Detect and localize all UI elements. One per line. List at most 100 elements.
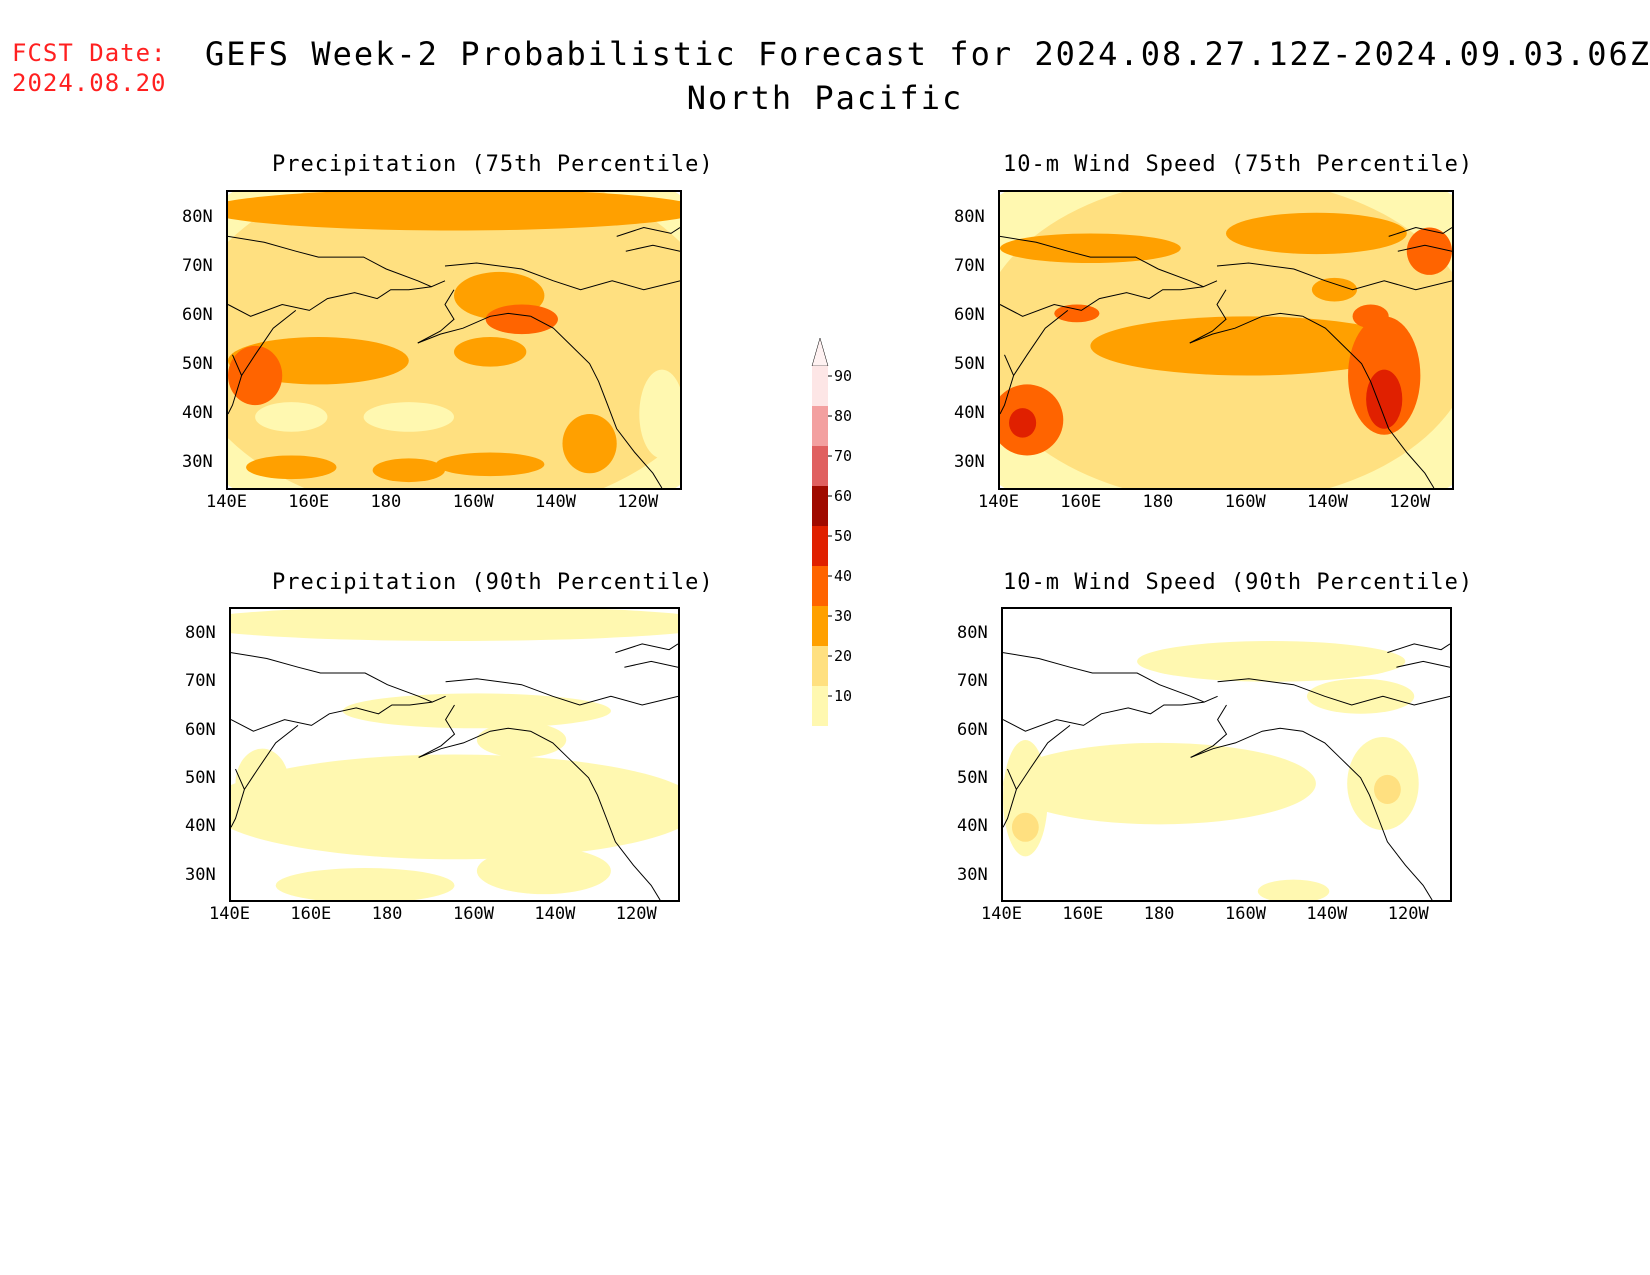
coastline <box>1015 725 1071 790</box>
coastline <box>530 730 661 900</box>
map-canvas <box>1003 641 1450 900</box>
title-line-1: GEFS Week-2 Probabilistic Forecast for 2… <box>205 35 1650 73</box>
coastline <box>1302 730 1433 900</box>
lat-tick-label: 30N <box>185 864 216 885</box>
precip-90-map <box>229 607 680 902</box>
lon-tick-label: 160E <box>290 904 332 924</box>
lat-tick-label: 30N <box>954 452 985 473</box>
panel-title-precip-90: Precipitation (90th Percentile) <box>272 570 714 595</box>
lat-tick-label: 70N <box>957 671 988 692</box>
coastline <box>1000 235 1218 288</box>
shaded-region <box>1009 408 1037 438</box>
colorbar-level-label: 80 <box>834 407 853 425</box>
coastline <box>1000 354 1015 415</box>
map-canvas <box>1000 192 1452 488</box>
lat-tick-label: 60N <box>954 304 985 325</box>
colorbar-level-label: 30 <box>834 607 853 625</box>
shaded-region <box>246 455 337 480</box>
lat-tick-label: 60N <box>185 719 216 740</box>
fcst-date-block: FCST Date: 2024.08.20 <box>12 38 167 98</box>
colorbar-segment <box>812 406 828 446</box>
lat-tick-label: 40N <box>182 403 213 424</box>
lon-tick-label: 140W <box>1306 904 1348 924</box>
shaded-region <box>372 458 445 483</box>
colorbar-segment <box>812 526 828 566</box>
map-canvas <box>228 192 680 488</box>
lon-tick-label: 140W <box>534 904 576 924</box>
coastline <box>625 244 680 252</box>
colorbar-level-label: 40 <box>834 567 853 585</box>
coastline <box>241 310 297 376</box>
shaded-region <box>1054 304 1100 323</box>
colorbar-segment <box>812 686 828 726</box>
wind-75-map <box>998 190 1454 490</box>
coastline <box>418 727 531 758</box>
lon-tick-label: 160E <box>1060 492 1102 512</box>
lat-tick-label: 40N <box>957 816 988 837</box>
colorbar-segment <box>812 646 828 686</box>
colorbar-segment <box>812 446 828 486</box>
coastline <box>231 768 245 828</box>
shaded-region <box>235 748 290 819</box>
lat-tick-label: 80N <box>185 623 216 644</box>
lat-tick-label: 50N <box>185 768 216 789</box>
coastline <box>243 725 299 790</box>
shaded-region <box>1374 774 1401 804</box>
lon-tick-label: 160W <box>1224 492 1266 512</box>
lon-tick-label: 160E <box>1062 904 1104 924</box>
lat-tick-label: 60N <box>957 719 988 740</box>
coastline <box>616 226 680 237</box>
colorbar-level-label: 60 <box>834 487 853 505</box>
coastline <box>444 262 680 291</box>
shaded-region <box>1366 369 1403 429</box>
lon-tick-label: 160W <box>1225 904 1266 924</box>
coastline <box>624 660 678 668</box>
title-line-2: North Pacific <box>686 79 964 117</box>
lon-tick-label: 120W <box>615 904 657 924</box>
lat-tick-label: 70N <box>185 671 216 692</box>
coastline <box>228 354 243 415</box>
lat-tick-label: 40N <box>185 816 216 837</box>
lat-tick-label: 50N <box>957 768 988 789</box>
colorbar-segment <box>812 366 828 406</box>
shaded-region <box>1257 879 1330 900</box>
lat-tick-label: 40N <box>954 403 985 424</box>
shaded-region <box>1003 742 1316 825</box>
lon-tick-label: 140E <box>978 492 1019 512</box>
coastline <box>228 235 446 288</box>
lon-tick-label: 180 <box>371 904 403 924</box>
shaded-region <box>1000 233 1181 264</box>
shaded-region <box>363 402 454 432</box>
coastline <box>1000 286 1204 317</box>
shaded-region <box>231 609 678 642</box>
coastline <box>1190 727 1303 758</box>
shaded-region <box>454 337 527 367</box>
lon-tick-label: 120W <box>1387 904 1429 924</box>
map-canvas <box>231 609 678 900</box>
colorbar <box>811 337 832 726</box>
coastline <box>228 286 432 317</box>
panel-title-wind-75: 10-m Wind Speed (75th Percentile) <box>1003 152 1474 177</box>
fcst-date-label: FCST Date: <box>12 39 167 67</box>
lon-tick-label: 160W <box>453 904 494 924</box>
shaded-region <box>1137 641 1406 682</box>
shaded-region <box>255 402 328 432</box>
lon-tick-label: 120W <box>1389 492 1431 512</box>
colorbar-level-label: 90 <box>834 367 853 385</box>
lat-tick-label: 30N <box>957 864 988 885</box>
shaded-region <box>562 414 617 474</box>
shaded-region <box>476 847 611 895</box>
shaded-region <box>639 369 680 459</box>
lon-tick-label: 140W <box>535 492 576 512</box>
coastline <box>615 643 678 654</box>
shaded-region <box>228 192 680 488</box>
lon-tick-label: 120W <box>617 492 659 512</box>
shaded-region <box>231 754 678 860</box>
shaded-region <box>1406 227 1452 275</box>
lon-tick-label: 160E <box>288 492 330 512</box>
coastline <box>1003 768 1017 828</box>
shaded-region <box>342 693 611 729</box>
panel-title-wind-90: 10-m Wind Speed (90th Percentile) <box>1003 570 1474 595</box>
lat-tick-label: 80N <box>957 623 988 644</box>
shaded-region <box>275 867 455 900</box>
